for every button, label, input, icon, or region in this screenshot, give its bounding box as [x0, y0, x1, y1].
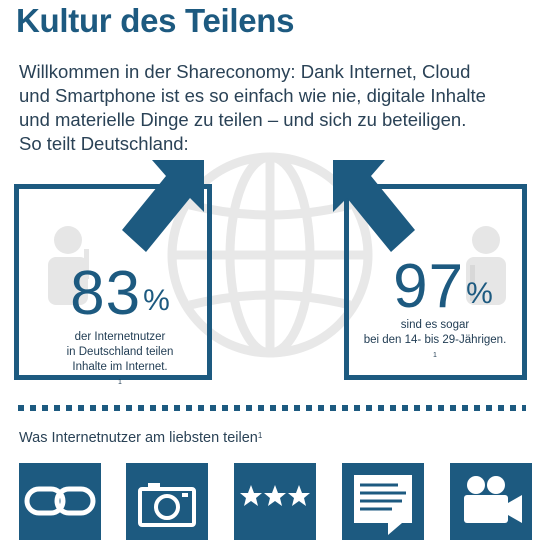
intro-line: So teilt Deutschland: [19, 133, 189, 154]
footnote-marker: 1 [118, 379, 122, 386]
category-tile-videos [450, 463, 532, 540]
caption-line: in Deutschland teilen [66, 346, 174, 358]
globe-icon [167, 152, 373, 358]
category-tile-photos [126, 463, 208, 540]
footnote-marker: 1 [257, 431, 263, 440]
person-icon [466, 226, 506, 305]
stat-box-young-users [344, 184, 527, 380]
stat-caption-young-users: sind es sogar bei den 14- bis 29-Jährige… [350, 318, 520, 366]
caption-line: bei den 14- bis 29-Jährigen. 1 [363, 334, 507, 359]
caption-line: Inhalte im Internet. 1 [72, 361, 168, 386]
arrow-up-right-icon [122, 160, 204, 252]
video-camera-icon [464, 476, 522, 523]
document-icon [354, 475, 412, 535]
intro-line: und materielle Dinge zu teilen – und sic… [19, 109, 467, 130]
intro-text: Willkommen in der Shareconomy: Dank Inte… [19, 60, 529, 156]
stat-unit: % [466, 277, 493, 310]
dotted-divider [18, 405, 526, 411]
stat-number: 83 [70, 259, 142, 328]
caption-line: sind es sogar [400, 319, 470, 331]
caption-line: der Internetnutzer [74, 331, 166, 343]
stat-value-all-users: 83% [40, 263, 200, 325]
section-subtitle: Was Internetnutzer am liebsten teilen1 [19, 430, 263, 446]
category-tile-texts [342, 463, 424, 540]
category-tile-ratings [234, 463, 316, 540]
stat-caption-all-users: der Internetnutzer in Deutschland teilen… [40, 330, 200, 393]
camera-icon [138, 483, 196, 527]
arrow-up-left-icon [333, 160, 415, 252]
intro-line: und Smartphone ist es so einfach wie nie… [19, 85, 486, 106]
page-title: Kultur des Teilens [16, 2, 295, 39]
link-icon [24, 486, 96, 516]
stat-box-all-users [14, 184, 212, 380]
category-tile-links [19, 463, 101, 540]
footnote-marker: 1 [433, 352, 437, 359]
intro-line: Willkommen in der Shareconomy: Dank Inte… [19, 61, 471, 82]
stat-number: 97 [393, 252, 465, 321]
stat-unit: % [143, 284, 170, 317]
rating-stars-icon [240, 485, 310, 506]
person-icon [48, 226, 89, 305]
stat-value-young-users: 97% [368, 256, 518, 318]
